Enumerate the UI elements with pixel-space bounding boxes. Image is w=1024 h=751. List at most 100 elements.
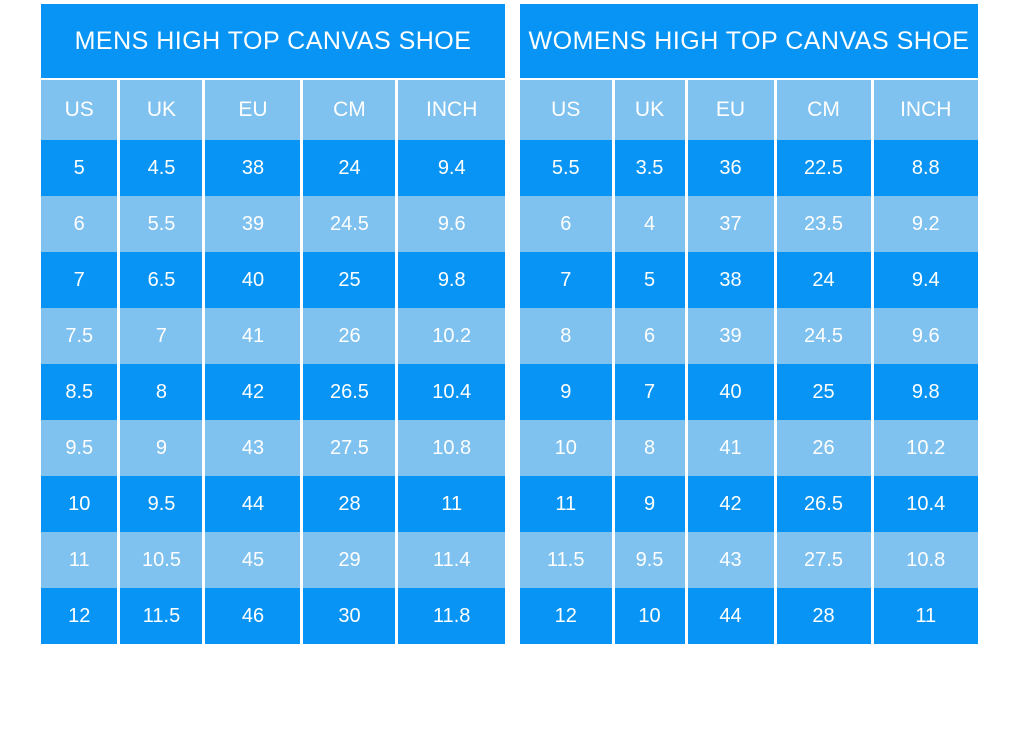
size-cell: 3.5	[611, 140, 687, 196]
size-cell: 11	[520, 476, 614, 532]
size-cell: 10.8	[395, 420, 505, 476]
size-cell: 39	[202, 196, 302, 252]
size-cell: 4	[611, 196, 687, 252]
size-cell: 10.5	[117, 532, 204, 588]
size-cell: 8.5	[41, 364, 119, 420]
table-row: 6 5.5 39 24.5 9.6	[41, 196, 505, 252]
table-row: 8.5 8 42 26.5 10.4	[41, 364, 505, 420]
table-row: 8 6 39 24.5 9.6	[520, 308, 978, 364]
table-row: 9.5 9 43 27.5 10.8	[41, 420, 505, 476]
size-cell: 39	[684, 308, 775, 364]
size-cell: 44	[684, 588, 775, 644]
size-cell: 24.5	[300, 196, 397, 252]
size-cell: 9.8	[870, 364, 978, 420]
column-header-inch: INCH	[870, 80, 978, 140]
table-row: 7 6.5 40 25 9.8	[41, 252, 505, 308]
size-cell: 27.5	[773, 532, 872, 588]
table-row: 12 10 44 28 11	[520, 588, 978, 644]
size-cell: 7.5	[41, 308, 119, 364]
size-cell: 23.5	[773, 196, 872, 252]
size-cell: 38	[684, 252, 775, 308]
table-row: 10 8 41 26 10.2	[520, 420, 978, 476]
womens-size-table: US UK EU CM INCH 5.5 3.5 36 22.5 8.8 6 4 37 23.5 9.2 7…	[520, 80, 978, 644]
size-cell: 24	[300, 140, 397, 196]
size-cell: 36	[684, 140, 775, 196]
size-cell: 7	[520, 252, 614, 308]
size-cell: 11.5	[520, 532, 614, 588]
size-cell: 27.5	[300, 420, 397, 476]
size-cell: 10.2	[395, 308, 505, 364]
size-cell: 10.4	[395, 364, 505, 420]
size-cell: 9.8	[395, 252, 505, 308]
size-cell: 7	[117, 308, 204, 364]
size-cell: 4.5	[117, 140, 204, 196]
column-header-us: US	[520, 80, 614, 140]
size-cell: 25	[773, 364, 872, 420]
size-cell: 42	[684, 476, 775, 532]
table-row: 5.5 3.5 36 22.5 8.8	[520, 140, 978, 196]
size-cell: 28	[773, 588, 872, 644]
size-cell: 6	[41, 196, 119, 252]
size-cell: 12	[41, 588, 119, 644]
size-cell: 11	[870, 588, 978, 644]
size-cell: 42	[202, 364, 302, 420]
size-cell: 5.5	[520, 140, 614, 196]
size-cell: 9.6	[395, 196, 505, 252]
column-header-eu: EU	[684, 80, 775, 140]
womens-header-row: US UK EU CM INCH	[520, 80, 978, 140]
column-header-cm: CM	[300, 80, 397, 140]
womens-size-chart: WOMENS HIGH TOP CANVAS SHOE US UK EU CM INCH…	[520, 4, 978, 644]
size-cell: 6.5	[117, 252, 204, 308]
size-cell: 9.6	[870, 308, 978, 364]
table-row: 10 9.5 44 28 11	[41, 476, 505, 532]
size-cell: 9.4	[395, 140, 505, 196]
size-cell: 41	[202, 308, 302, 364]
size-cell: 38	[202, 140, 302, 196]
size-cell: 29	[300, 532, 397, 588]
size-cell: 37	[684, 196, 775, 252]
size-cell: 26.5	[300, 364, 397, 420]
size-cell: 10.4	[870, 476, 978, 532]
column-header-eu: EU	[202, 80, 302, 140]
column-header-uk: UK	[117, 80, 204, 140]
size-cell: 12	[520, 588, 614, 644]
mens-size-table: US UK EU CM INCH 5 4.5 38 24 9.4 6 5.5 39 24.5 9.6 7 6.…	[41, 80, 505, 644]
column-header-inch: INCH	[395, 80, 505, 140]
table-row: 6 4 37 23.5 9.2	[520, 196, 978, 252]
table-row: 9 7 40 25 9.8	[520, 364, 978, 420]
table-row: 7.5 7 41 26 10.2	[41, 308, 505, 364]
size-cell: 25	[300, 252, 397, 308]
size-cell: 9	[520, 364, 614, 420]
size-cell: 11	[41, 532, 119, 588]
size-cell: 5.5	[117, 196, 204, 252]
size-cell: 11	[395, 476, 505, 532]
mens-size-chart: MENS HIGH TOP CANVAS SHOE US UK EU CM INCH 5…	[41, 4, 505, 644]
table-row: 11 10.5 45 29 11.4	[41, 532, 505, 588]
size-cell: 10.2	[870, 420, 978, 476]
size-cell: 26	[300, 308, 397, 364]
table-row: 11.5 9.5 43 27.5 10.8	[520, 532, 978, 588]
size-cell: 7	[611, 364, 687, 420]
size-cell: 40	[202, 252, 302, 308]
table-row: 5 4.5 38 24 9.4	[41, 140, 505, 196]
mens-header-row: US UK EU CM INCH	[41, 80, 505, 140]
size-cell: 9.2	[870, 196, 978, 252]
table-row: 12 11.5 46 30 11.8	[41, 588, 505, 644]
size-cell: 10	[611, 588, 687, 644]
womens-chart-title: WOMENS HIGH TOP CANVAS SHOE	[520, 4, 978, 78]
mens-chart-title: MENS HIGH TOP CANVAS SHOE	[41, 4, 505, 78]
size-cell: 43	[202, 420, 302, 476]
table-row: 11 9 42 26.5 10.4	[520, 476, 978, 532]
table-row: 7 5 38 24 9.4	[520, 252, 978, 308]
size-cell: 8	[117, 364, 204, 420]
size-cell: 8	[520, 308, 614, 364]
size-cell: 9.4	[870, 252, 978, 308]
size-cell: 8.8	[870, 140, 978, 196]
size-cell: 10	[520, 420, 614, 476]
size-cell: 26	[773, 420, 872, 476]
size-cell: 9.5	[41, 420, 119, 476]
size-cell: 5	[41, 140, 119, 196]
size-cell: 22.5	[773, 140, 872, 196]
column-header-uk: UK	[611, 80, 687, 140]
size-cell: 11.5	[117, 588, 204, 644]
